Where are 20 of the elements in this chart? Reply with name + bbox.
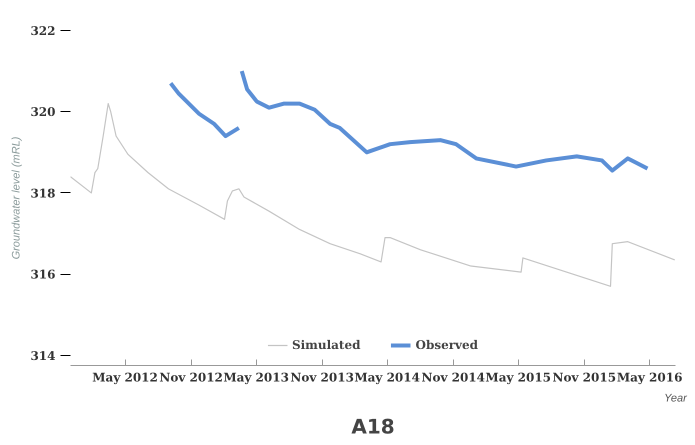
legend-label: Observed [416, 338, 478, 352]
x-tick-label: May 2015 [485, 370, 552, 384]
y-tick-label: 316 [30, 268, 56, 282]
x-tick-label: Nov 2012 [159, 370, 223, 384]
y-tick-label: 320 [30, 105, 56, 120]
line-series [70, 102, 676, 287]
x-tick-label: Nov 2013 [290, 370, 354, 384]
y-tick-label: 314 [30, 348, 56, 363]
y-tick-label: 318 [30, 186, 56, 200]
x-tick-label: Nov 2014 [421, 370, 486, 384]
x-axis-title: Year [664, 392, 688, 404]
x-tick-label: Nov 2015 [552, 370, 616, 384]
y-axis-title: Groundwater level (mRL) [10, 136, 22, 260]
y-tick-label: 322 [30, 24, 56, 38]
legend-label: Simulated [292, 338, 360, 352]
x-tick-label: May 2012 [92, 370, 158, 384]
text: A18 [351, 414, 395, 438]
x-tick-label: May 2013 [223, 370, 289, 384]
x-tick-label: May 2016 [616, 370, 682, 384]
x-tick-label: May 2014 [354, 370, 420, 384]
